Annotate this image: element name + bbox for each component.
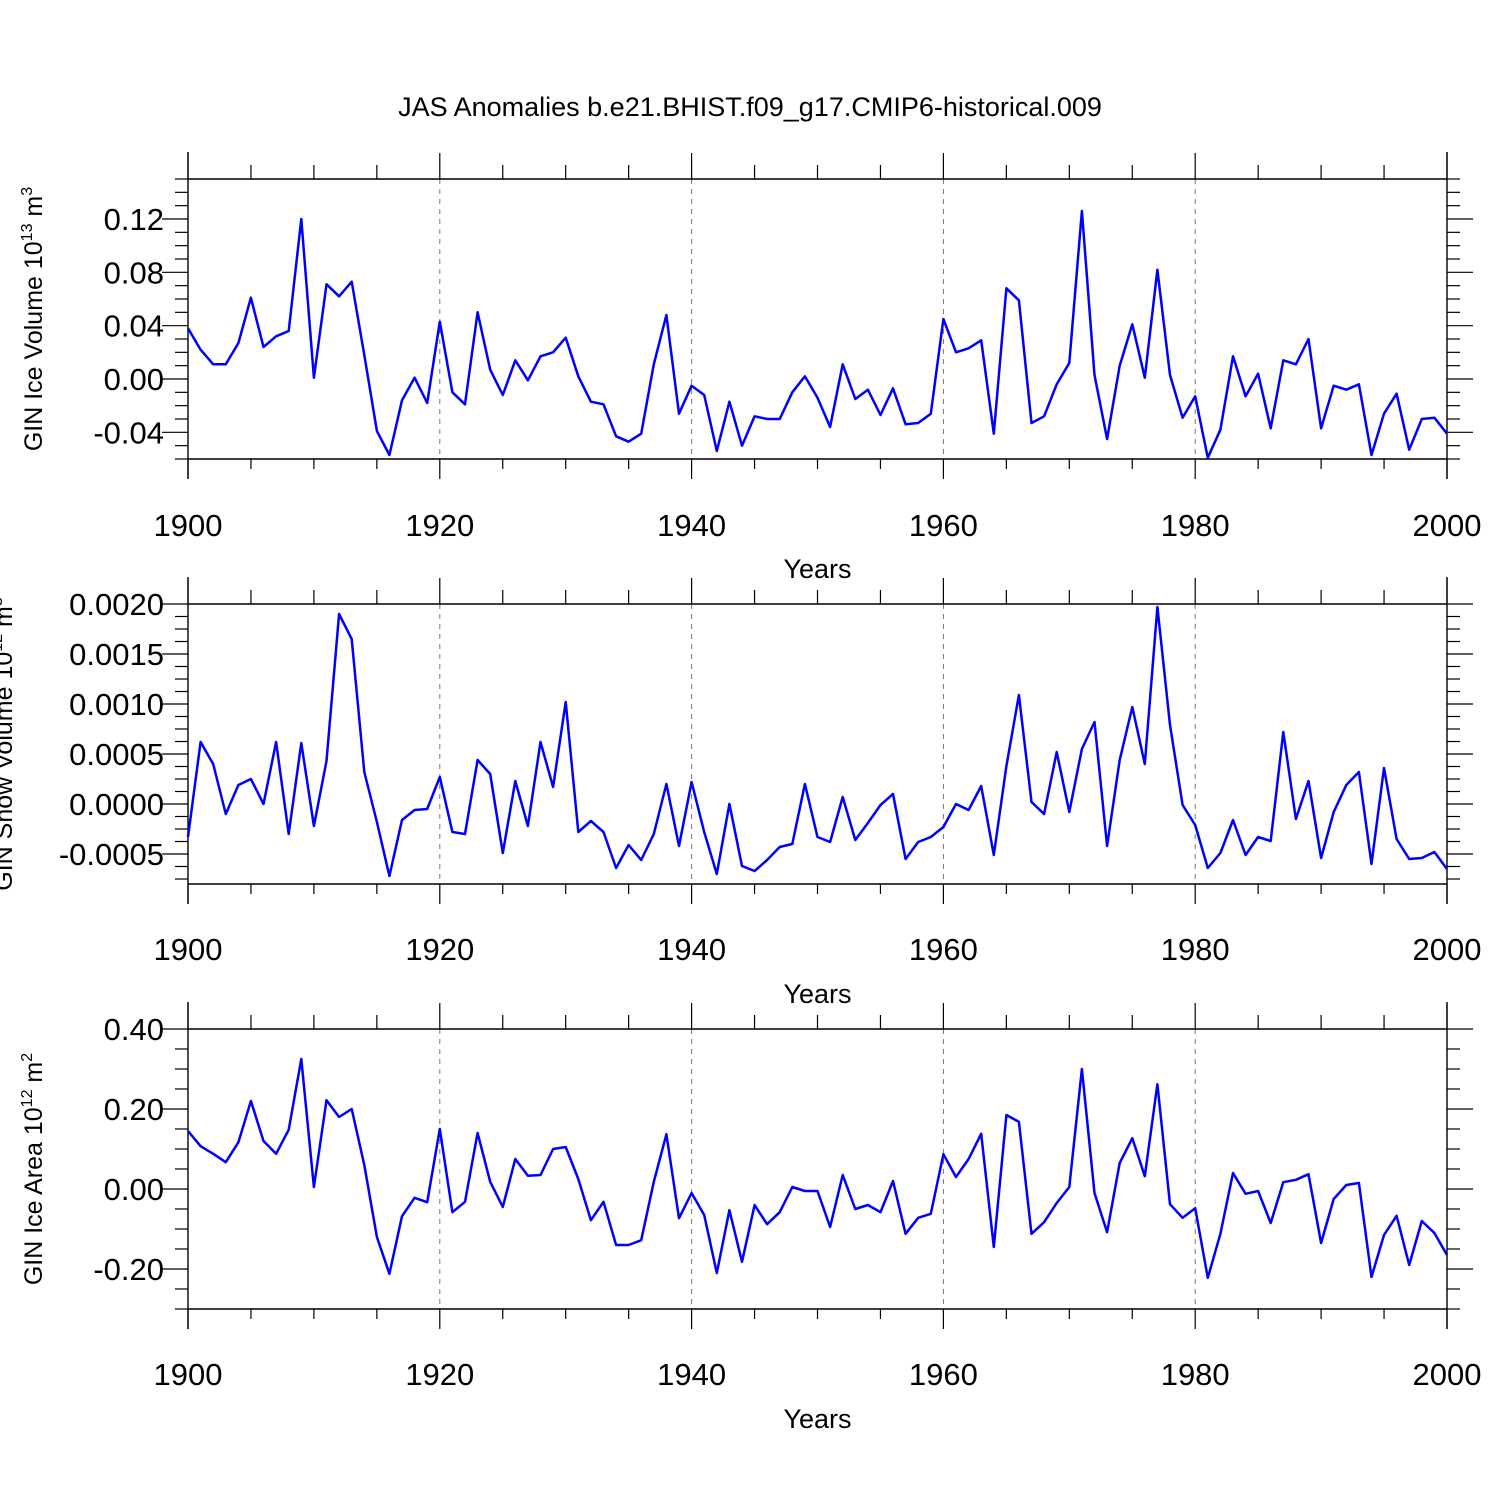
- y-tick-label: -0.20: [93, 1252, 164, 1287]
- series-line-2: [186, 605, 1449, 878]
- y-tick-label: 0.20: [104, 1092, 164, 1127]
- y-axis-label-unit-exponent: 3: [19, 187, 36, 196]
- x-tick-label: 1960: [909, 932, 978, 967]
- series-line-1: [186, 209, 1448, 459]
- x-tick-label: 1920: [405, 1357, 474, 1392]
- y-tick-label: 0.0020: [69, 587, 164, 622]
- y-tick-label: 0.0000: [69, 787, 164, 822]
- x-tick-label: 1960: [909, 1357, 978, 1392]
- x-tick-label: 1920: [405, 932, 474, 967]
- x-tick-label: 2000: [1413, 508, 1482, 543]
- y-axis-label-unit: m: [20, 1062, 48, 1090]
- x-axis-label: Years: [783, 979, 851, 1009]
- y-axis-label-text: GIN Ice Area 10: [20, 1107, 48, 1285]
- x-tick-label: 1980: [1161, 508, 1230, 543]
- y-tick-label: 0.08: [104, 255, 164, 290]
- y-tick-label: 0.04: [104, 309, 164, 344]
- y-tick-label: 0.00: [104, 1172, 164, 1207]
- x-tick-label: 1980: [1161, 932, 1230, 967]
- panel-3: 1900 1920 1940 1960 1980 2000 0.40 0.20 0.00 -0.2…: [19, 1002, 1481, 1434]
- y-axis-label-unit-exponent: 2: [19, 1053, 36, 1062]
- y-tick-label: 0.40: [104, 1012, 164, 1047]
- panel-2: 1900 1920 1940 1960 1980 2000 0.0020 0.0015 0.00…: [0, 577, 1481, 1009]
- y-axis-label: GIN Ice Volume 1013 m3: [19, 187, 48, 451]
- x-tick-label: 1920: [405, 508, 474, 543]
- y-axis-label-exponent: 13: [19, 223, 36, 241]
- y-axis-label-text: GIN Snow Volume 10: [0, 652, 18, 891]
- y-axis-label: GIN Snow Volume 1012 m3: [0, 597, 18, 891]
- x-axis-label: Years: [783, 554, 851, 584]
- y-axis-label-exponent: 12: [19, 1089, 36, 1107]
- y-axis-label: GIN Ice Area 1012 m2: [19, 1053, 48, 1285]
- x-tick-label: 1940: [657, 508, 726, 543]
- y-axis-label-unit: m: [0, 606, 18, 634]
- x-tick-label: 1960: [909, 508, 978, 543]
- y-tick-label: 0.0015: [69, 637, 164, 672]
- y-tick-label: 0.12: [104, 202, 164, 237]
- x-tick-label: 2000: [1413, 932, 1482, 967]
- series-line-3: [187, 1057, 1449, 1280]
- x-axis-label: Years: [783, 1404, 851, 1434]
- chart-title: JAS Anomalies b.e21.BHIST.f09_g17.CMIP6-…: [398, 92, 1102, 122]
- y-tick-label: 0.0010: [69, 687, 164, 722]
- y-tick-label: 0.00: [104, 362, 164, 397]
- y-tick-label: -0.04: [93, 415, 164, 450]
- y-axis-label-exponent: 12: [0, 634, 6, 652]
- x-tick-label: 1900: [154, 1357, 223, 1392]
- y-tick-label: 0.0005: [69, 737, 164, 772]
- panel-1: 1900 1920 1940 1960 1980 2000 0.12 0.08 0.04 0.00…: [19, 152, 1481, 584]
- x-tick-label: 1940: [657, 1357, 726, 1392]
- x-tick-label: 1900: [154, 932, 223, 967]
- y-axis-label-text: GIN Ice Volume 10: [20, 241, 48, 451]
- y-tick-label: -0.0005: [59, 837, 164, 872]
- x-tick-label: 1900: [154, 508, 223, 543]
- y-axis-label-unit-exponent: 3: [0, 597, 6, 606]
- x-tick-label: 1940: [657, 932, 726, 967]
- y-axis-label-unit: m: [20, 196, 48, 224]
- x-tick-label: 1980: [1161, 1357, 1230, 1392]
- x-tick-label: 2000: [1413, 1357, 1482, 1392]
